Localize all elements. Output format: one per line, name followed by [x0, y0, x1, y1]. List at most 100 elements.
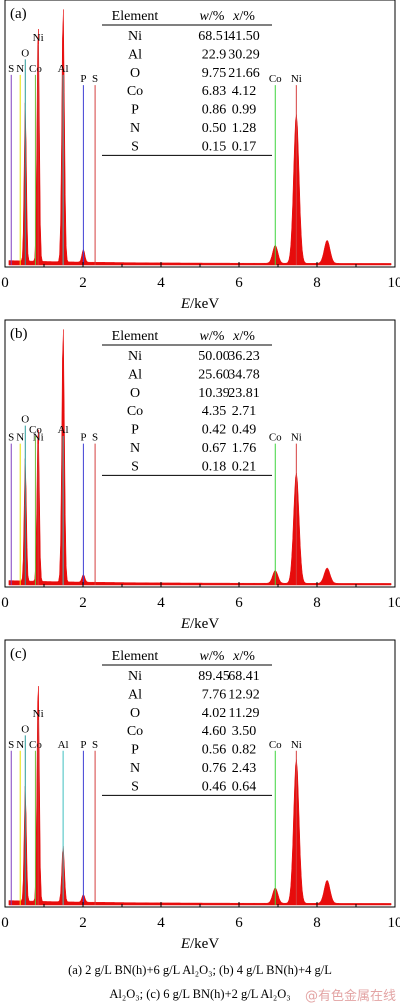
table-header-cell: Element [112, 329, 159, 344]
table-header-cell: Element [112, 9, 159, 24]
table-cell: 0.56 [202, 743, 227, 758]
table-header-cell: x/% [232, 329, 255, 344]
spectrum-area [8, 329, 392, 586]
x-tick-label: 4 [157, 595, 165, 611]
x-tick-label: 6 [235, 595, 243, 611]
figure-caption-line-1: (a) 2 g/L BN(h)+6 g/L Al₂O₃; (b) 4 g/L B… [68, 963, 332, 977]
panel-label: (b) [10, 326, 28, 342]
table-cell: 12.92 [228, 687, 260, 702]
peak-marker-label: S [8, 63, 14, 75]
table-cell: Co [127, 724, 143, 739]
x-tick-label: 2 [79, 915, 87, 931]
table-cell: 9.75 [202, 66, 227, 81]
figure-caption-line-2: Al₂O₃; (c) 6 g/L BN(h)+2 g/L Al₂O₃ [109, 987, 291, 1001]
table-cell: 34.78 [228, 367, 260, 382]
table-cell: 68.51 [198, 29, 230, 44]
table-cell: 22.9 [202, 47, 227, 62]
table-cell: 0.76 [202, 761, 227, 776]
peak-marker-label: N [16, 739, 24, 751]
x-tick-label: 8 [313, 595, 321, 611]
peak-marker-label: S [8, 432, 14, 444]
table-cell: O [130, 66, 140, 81]
peak-marker-label: Co [29, 739, 42, 751]
table-cell: S [131, 459, 139, 474]
peak-marker-label: Ni [33, 432, 44, 444]
table-cell: 0.99 [232, 103, 257, 118]
table-cell: 0.42 [202, 423, 227, 438]
x-tick-label: 10 [388, 915, 400, 931]
table-cell: N [130, 121, 140, 136]
peak-marker-label: Co [29, 424, 42, 436]
table-cell: 4.35 [202, 404, 227, 419]
x-axis-label: E/keV [180, 296, 219, 312]
peak-marker-label: Co [269, 739, 282, 751]
peak-marker-label: Ni [291, 432, 302, 444]
x-tick-label: 10 [388, 595, 400, 611]
peak-marker-label: S [92, 432, 98, 444]
peak-marker-label: P [80, 739, 86, 751]
peak-marker-label: S [8, 739, 14, 751]
table-cell: S [131, 779, 139, 794]
table-cell: 6.83 [202, 84, 227, 99]
table-cell: 89.45 [198, 669, 230, 684]
table-cell: N [130, 761, 140, 776]
table-cell: 0.17 [232, 139, 257, 154]
table-cell: 30.29 [228, 47, 260, 62]
x-tick-label: 2 [79, 275, 87, 291]
peak-marker-label: P [80, 73, 86, 85]
table-cell: 4.12 [232, 84, 257, 99]
table-cell: 1.28 [232, 121, 257, 136]
x-tick-label: 8 [313, 275, 321, 291]
panel-label: (a) [10, 6, 27, 22]
spectrum-area [8, 9, 392, 266]
peak-marker-label: O [21, 414, 29, 426]
table-cell: 0.50 [202, 121, 227, 136]
table-cell: P [131, 743, 139, 758]
spectrum-area [8, 686, 392, 906]
table-cell: Al [128, 367, 142, 382]
peak-marker-label: N [16, 432, 24, 444]
peak-marker-label: Co [29, 63, 42, 75]
table-cell: 2.71 [232, 404, 257, 419]
table-cell: 41.50 [228, 29, 260, 44]
peak-marker-label: Ni [33, 32, 44, 44]
table-cell: Ni [128, 669, 142, 684]
table-cell: 0.64 [232, 779, 257, 794]
table-cell: O [130, 386, 140, 401]
table-cell: 68.41 [228, 669, 260, 684]
x-tick-label: 10 [388, 275, 400, 291]
peak-marker-label: O [21, 723, 29, 735]
table-cell: P [131, 423, 139, 438]
x-tick-label: 4 [157, 915, 165, 931]
table-cell: Ni [128, 349, 142, 364]
x-tick-label: 0 [1, 275, 9, 291]
table-cell: 0.82 [232, 743, 257, 758]
peak-marker-label: Co [269, 432, 282, 444]
table-header-cell: w/% [200, 649, 225, 664]
peak-marker-label: S [92, 73, 98, 85]
table-cell: 25.60 [198, 367, 230, 382]
table-cell: 1.76 [232, 441, 257, 456]
peak-marker-label: Ni [291, 739, 302, 751]
table-cell: 7.76 [202, 687, 227, 702]
peak-marker-label: S [92, 739, 98, 751]
peak-marker-label: Al [58, 424, 69, 436]
table-cell: Ni [128, 29, 142, 44]
peak-marker-label: Al [58, 63, 69, 75]
table-cell: O [130, 706, 140, 721]
table-header-cell: w/% [200, 9, 225, 24]
x-axis-label: E/keV [180, 616, 219, 632]
peak-marker-label: Ni [291, 73, 302, 85]
table-cell: 4.02 [202, 706, 227, 721]
table-cell: 21.66 [228, 66, 260, 81]
x-tick-label: 8 [313, 915, 321, 931]
peak-marker-label: Co [269, 73, 282, 85]
table-header-cell: x/% [232, 649, 255, 664]
